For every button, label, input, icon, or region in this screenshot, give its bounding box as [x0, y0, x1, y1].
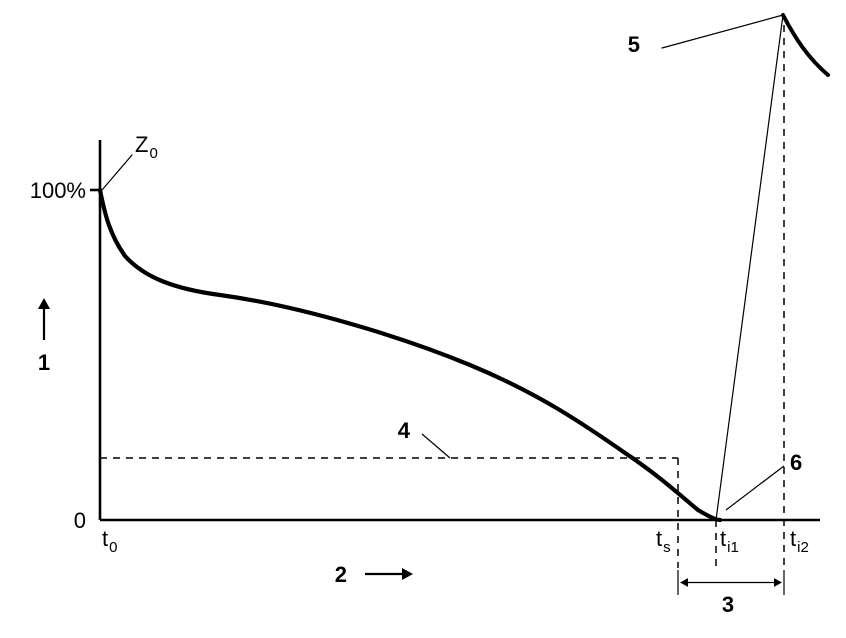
degradation-curve-chart: 100%0123Z0546t0tsti1ti2 — [0, 0, 846, 638]
label-4: 4 — [398, 418, 411, 443]
label-5: 5 — [628, 32, 640, 57]
y-label-0: 0 — [74, 508, 86, 533]
label-3: 3 — [722, 592, 734, 617]
y-label-100: 100% — [30, 178, 86, 203]
axis-label-2: 2 — [335, 562, 347, 587]
label-6: 6 — [790, 450, 802, 475]
axis-label-1: 1 — [38, 350, 50, 375]
